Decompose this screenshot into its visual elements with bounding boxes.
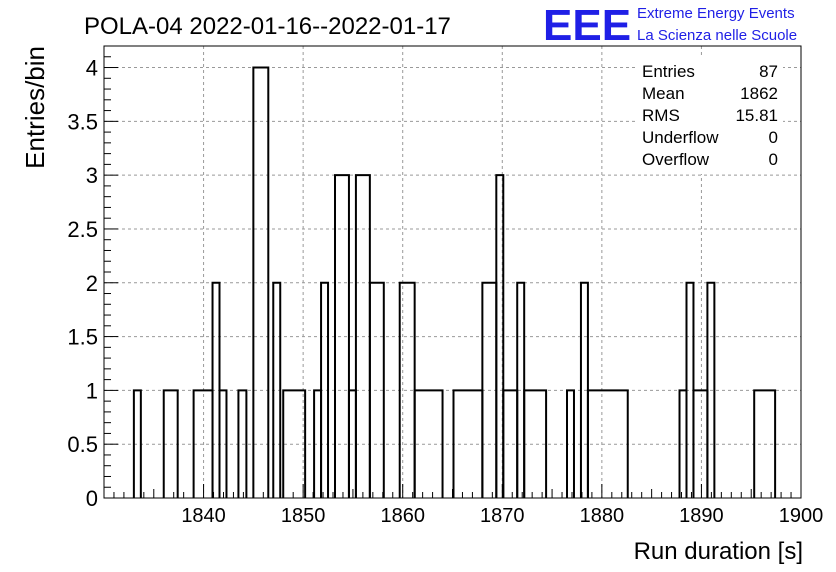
- y-tick-label: 1: [86, 378, 98, 403]
- y-tick-label: 0.5: [67, 432, 98, 457]
- histogram-bin: [566, 389, 575, 498]
- stats-overflow-label: Overflow: [642, 150, 710, 169]
- histogram-bin: [218, 389, 228, 498]
- histogram-bin: [282, 389, 307, 498]
- histogram-bin: [334, 174, 350, 498]
- histogram-bin: [753, 389, 777, 498]
- stats-rms-value: 15.81: [735, 106, 778, 125]
- logo-line-1: Extreme Energy Events: [637, 5, 795, 22]
- stats-mean-label: Mean: [642, 84, 685, 103]
- x-tick-label: 1850: [281, 505, 326, 527]
- x-tick-label: 1890: [679, 505, 724, 527]
- x-axis-label: Run duration [s]: [634, 538, 803, 565]
- axes: 1840 1850 1860 1870 1880 1890 1900 0 0.5 1 1.5 2 2.5…: [67, 45, 824, 527]
- histogram-bin: [523, 389, 548, 498]
- histogram-bin: [132, 389, 142, 498]
- histogram-bin: [586, 389, 629, 498]
- histogram-bin: [162, 389, 179, 498]
- y-tick-label: 2.5: [67, 217, 98, 242]
- stats-mean-value: 1862: [740, 84, 778, 103]
- x-tick-label: 1880: [580, 505, 625, 527]
- stats-entries-value: 87: [759, 62, 778, 81]
- x-tick-label: 1870: [480, 505, 525, 527]
- y-tick-label: 0: [86, 486, 98, 511]
- histogram-bin: [413, 389, 444, 498]
- stats-underflow-value: 0: [769, 128, 778, 147]
- stats-underflow-label: Underflow: [642, 128, 719, 147]
- stats-overflow-value: 0: [769, 150, 778, 169]
- stats-entries-label: Entries: [642, 62, 695, 81]
- logo-line-2: La Scienza nelle Scuole: [637, 27, 797, 44]
- histogram-bin: [495, 174, 505, 498]
- histogram-bin: [237, 389, 248, 498]
- histogram-bin: [706, 281, 716, 498]
- eee-logo: EEE: [543, 1, 631, 50]
- stats-rms-label: RMS: [642, 106, 680, 125]
- histogram-series: [132, 66, 777, 498]
- stats-box-background: [638, 56, 783, 174]
- histogram-bin: [252, 66, 270, 498]
- y-tick-label: 4: [86, 56, 98, 81]
- stats-box: Entries 87 Mean 1862 RMS 15.81 Underflow…: [638, 56, 783, 174]
- y-tick-label: 1.5: [67, 325, 98, 350]
- y-tick-label: 3: [86, 163, 98, 188]
- x-tick-label: 1860: [380, 505, 425, 527]
- x-tick-label: 1900: [779, 505, 824, 527]
- y-tick-label: 3.5: [67, 109, 98, 134]
- histogram-bin: [320, 281, 330, 498]
- histogram-bin: [272, 281, 282, 498]
- chart-title: POLA-04 2022-01-16--2022-01-17: [84, 13, 451, 40]
- x-tick-label: 1840: [181, 505, 226, 527]
- y-tick-label: 2: [86, 271, 98, 296]
- histogram-bin: [368, 281, 385, 498]
- y-axis-label: Entries/bin: [20, 46, 50, 169]
